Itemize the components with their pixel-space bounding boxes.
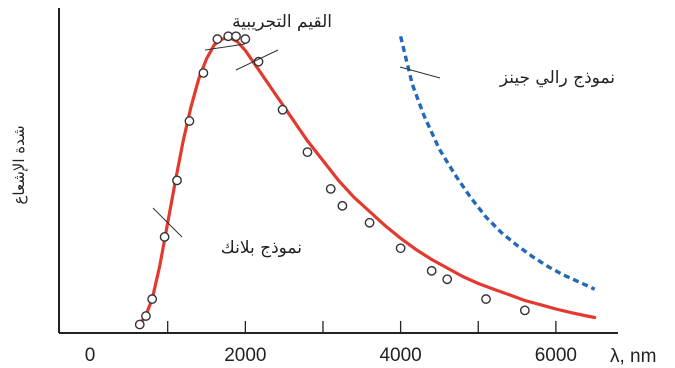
experimental-point xyxy=(198,68,209,78)
experimental-point xyxy=(159,232,170,242)
x-tick-label: 2000 xyxy=(224,345,266,366)
planck-leader-line xyxy=(152,207,183,238)
x-axis-label: λ, nm xyxy=(610,346,656,367)
experimental-point xyxy=(147,294,158,304)
x-tick-label: 4000 xyxy=(379,345,421,366)
experimental-point xyxy=(325,183,336,194)
rayleigh-leader-line xyxy=(399,66,441,79)
chart-axes xyxy=(58,8,618,334)
experimental-point xyxy=(426,265,437,276)
annotation-layer: القيم التجريبية نموذج رالي جينز نموذج بل… xyxy=(152,12,615,258)
experimental-point xyxy=(184,116,195,126)
experimental-point xyxy=(172,175,182,186)
experimental-point xyxy=(240,34,251,44)
experimental-point xyxy=(231,31,241,42)
rayleigh-jeans-curve xyxy=(398,35,596,291)
planck-label: نموذج بلانك xyxy=(221,238,302,258)
experimental-point xyxy=(337,200,348,211)
experimental-point xyxy=(212,34,223,44)
x-tick-label: 6000 xyxy=(535,345,577,366)
experimental-markers xyxy=(134,31,530,330)
experimental-point xyxy=(302,147,313,158)
experimental-point xyxy=(277,104,288,115)
x-tick-label: 0 xyxy=(85,345,96,366)
experimental-point xyxy=(364,217,375,228)
x-ticks: 0 2000 4000 6000 xyxy=(85,321,577,366)
experimental-point xyxy=(395,243,406,254)
experimental-point xyxy=(442,274,453,285)
experimental-leader-line-1 xyxy=(204,43,246,51)
experimental-leader-line-2 xyxy=(235,49,279,71)
experimental-point xyxy=(519,305,530,316)
planck-curve xyxy=(135,36,597,327)
experimental-point xyxy=(141,311,151,321)
experimental-label: القيم التجريبية xyxy=(232,12,332,32)
y-axis-label: شدة الإشعاع xyxy=(10,125,28,204)
series-layer xyxy=(135,35,597,327)
rayleigh-label: نموذج رالي جينز xyxy=(499,68,615,88)
experimental-point xyxy=(134,319,145,330)
experimental-point xyxy=(481,294,491,304)
